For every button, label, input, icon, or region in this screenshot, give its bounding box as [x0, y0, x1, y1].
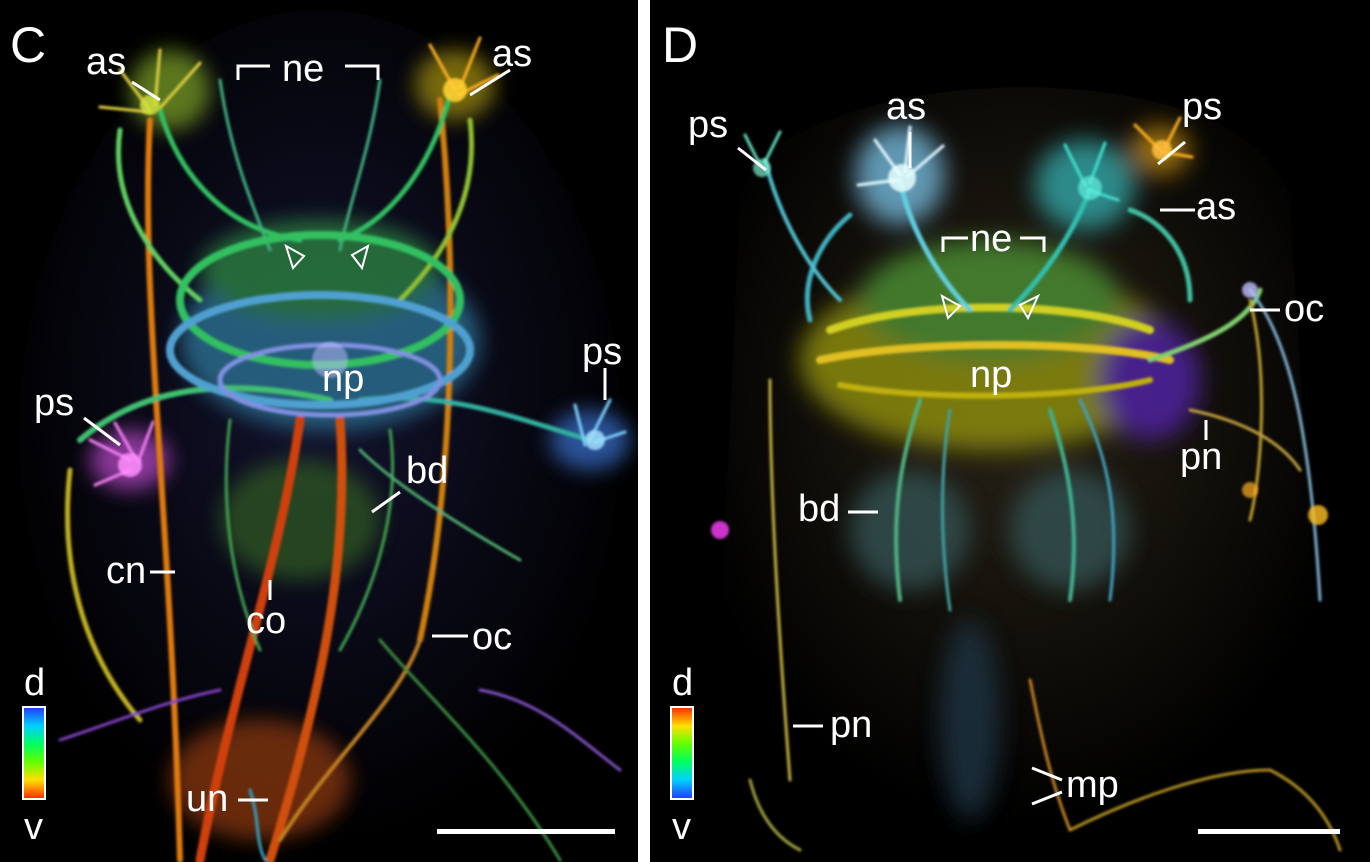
label-co: co: [246, 600, 287, 642]
label-pn-right: pn: [1180, 436, 1223, 478]
depth-color-legend: [670, 706, 694, 800]
arrowhead-left: [284, 243, 306, 270]
label-bd: bd: [798, 488, 841, 530]
label-pn-left: pn: [830, 704, 873, 746]
label-as-left: as: [886, 86, 927, 128]
label-as-left: as: [86, 41, 127, 83]
label-oc: oc: [472, 616, 513, 658]
label-oc: oc: [1284, 288, 1325, 330]
label-as-right: as: [492, 33, 533, 75]
arrowhead-right: [1018, 293, 1041, 321]
panel-c-micrograph: [0, 0, 638, 862]
legend-bottom-label: v: [24, 806, 43, 848]
panel-c: C as as ne ps np ps bd cn co oc un d v: [0, 0, 638, 862]
arrowhead-left: [940, 293, 962, 320]
label-np: np: [970, 354, 1013, 396]
scale-bar: [437, 829, 615, 834]
label-cn: cn: [106, 550, 147, 592]
legend-top-label: d: [24, 662, 46, 704]
panel-divider: [638, 0, 650, 862]
legend-bottom-label: v: [672, 806, 691, 848]
label-ne: ne: [970, 218, 1013, 260]
panel-letter-c: C: [10, 17, 47, 73]
label-ps-right: ps: [582, 331, 623, 373]
label-np: np: [322, 358, 365, 400]
label-mp: mp: [1066, 764, 1119, 806]
panel-d: D ps as ps as ne oc np pn bd pn mp d v: [650, 0, 1370, 862]
label-as-right: as: [1196, 186, 1237, 228]
label-ne: ne: [282, 48, 325, 90]
label-ps-right: ps: [1182, 86, 1223, 128]
label-ps-left: ps: [34, 382, 75, 424]
label-ps-left: ps: [688, 104, 729, 146]
arrowhead-right: [350, 243, 370, 271]
panel-letter-d: D: [662, 17, 699, 73]
panel-d-micrograph: [650, 0, 1370, 862]
label-un: un: [186, 778, 229, 820]
scale-bar: [1198, 829, 1340, 834]
depth-color-legend: [22, 706, 46, 800]
legend-top-label: d: [672, 662, 694, 704]
label-bd: bd: [406, 450, 449, 492]
